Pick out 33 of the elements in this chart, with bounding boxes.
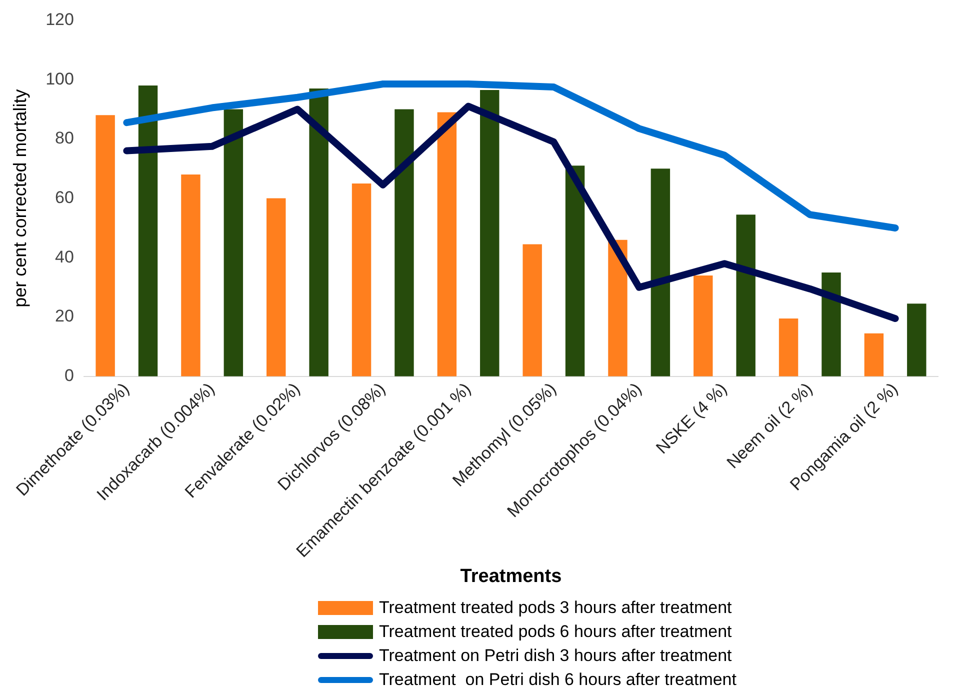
y-axis-title: per cent corrected mortality (10, 89, 30, 308)
y-tick-label: 40 (55, 247, 74, 266)
bar (437, 112, 457, 376)
bar (822, 272, 841, 376)
bar (864, 333, 884, 376)
bar (694, 275, 713, 376)
bar (266, 198, 286, 376)
bar (352, 183, 372, 376)
y-tick-label: 80 (55, 128, 74, 148)
bar (181, 174, 200, 376)
x-axis-title: Treatments (460, 566, 562, 587)
y-tick-label: 0 (64, 366, 74, 386)
bar (736, 214, 756, 376)
bar (138, 86, 158, 376)
bar (522, 244, 542, 376)
y-tick-label: 20 (55, 306, 74, 326)
bar (778, 318, 798, 376)
bar (309, 88, 328, 376)
bar (650, 168, 670, 376)
y-tick-label: 120 (46, 10, 74, 29)
bar (394, 109, 414, 376)
legend-label: Treatment on Petri dish 6 hours after treatment (379, 670, 736, 690)
bar (224, 109, 244, 376)
bar (907, 304, 926, 376)
y-tick-label: 60 (55, 188, 74, 207)
legend-label: Treatment treated pods 6 hours after treatment (379, 622, 732, 642)
bar (96, 115, 115, 376)
legend-label: Treatment treated pods 3 hours after treatment (379, 598, 732, 618)
y-tick-label: 100 (46, 69, 74, 88)
bar (480, 90, 500, 376)
legend-label: Treatment on Petri dish 3 hours after treatment (379, 646, 732, 666)
bar (608, 240, 628, 376)
bar (565, 166, 585, 376)
